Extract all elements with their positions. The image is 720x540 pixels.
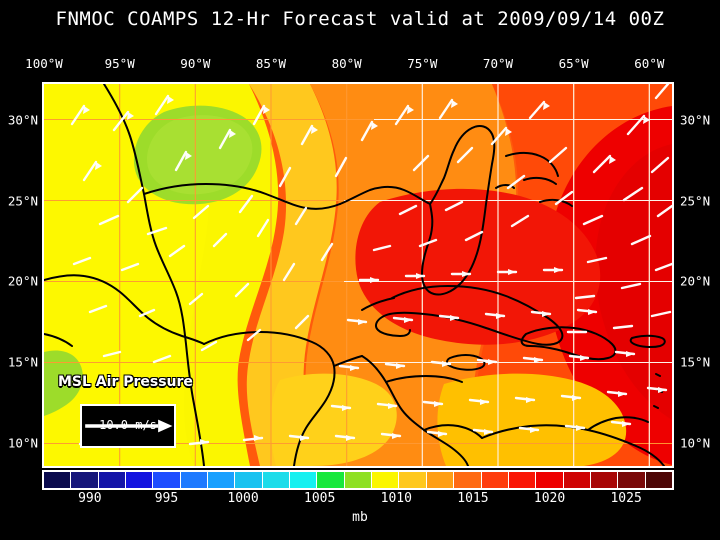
colorbar-swatch: [290, 472, 317, 488]
field-label: MSL Air Pressure: [58, 374, 193, 390]
wind-vector-scale-box: 10.0 m/s: [80, 404, 176, 448]
colorbar-swatch: [208, 472, 235, 488]
lat-tick-label: 25°N: [7, 193, 38, 208]
wind-vector-field: [70, 84, 672, 448]
colorbar-tick-label: 1020: [533, 491, 566, 506]
colorbar-swatch: [590, 472, 618, 488]
lat-tick-label: 25°N: [680, 193, 711, 208]
map-canvas: [44, 84, 672, 466]
colorbar-tick-label: 1010: [380, 491, 412, 506]
colorbar-tick-label: 1015: [457, 491, 489, 506]
pressure-field-map[interactable]: MSL Air Pressure 10.0 m/s: [44, 84, 672, 466]
lon-tick-label: 75°W: [407, 56, 438, 71]
colorbar-swatch: [344, 472, 372, 488]
lat-tick-label: 30°N: [7, 112, 38, 128]
colorbar-ticks: 990 995 1000 1005 1010 1015 1020 1025: [44, 491, 672, 509]
colorbar-tick-label: 1000: [227, 491, 259, 506]
lon-tick-label: 60°W: [634, 56, 665, 71]
map-panel[interactable]: MSL Air Pressure 10.0 m/s: [42, 82, 674, 468]
colorbar-swatch: [372, 472, 399, 488]
colorbar-swatch: [235, 472, 262, 488]
colorbar-swatch: [645, 472, 672, 488]
colorbar-swatch: [71, 472, 98, 488]
lat-tick-label: 30°N: [680, 112, 711, 128]
longitude-axis: 100°W 95°W 90°W 85°W 80°W 75°W 70°W 65°W…: [25, 56, 672, 74]
colorbar-swatch: [536, 472, 563, 488]
page-title: FNMOC COAMPS 12-Hr Forecast valid at 200…: [55, 8, 665, 30]
colorbar-tick-label: 990: [78, 491, 102, 506]
colorbar-swatch: [98, 472, 126, 488]
colorbar-unit-label: mb: [352, 510, 368, 525]
latitude-axis-right: 30°N 25°N 20°N 15°N 10°N: [676, 84, 718, 466]
colorbar-tick-label: 1005: [304, 491, 336, 506]
colorbar-swatch: [426, 472, 454, 488]
colorbar-tick-label: 1025: [610, 491, 642, 506]
coastline-paths: [44, 84, 666, 466]
lat-tick-label: 15°N: [680, 354, 711, 370]
colorbar-swatch: [317, 472, 344, 488]
lat-tick-label: 20°N: [680, 273, 711, 289]
colorbar-swatch: [618, 472, 645, 488]
colorbar-swatch: [44, 472, 71, 488]
colorbar-swatch: [399, 472, 426, 488]
colorbar-swatch: [180, 472, 208, 488]
colorbar-swatch: [153, 472, 180, 488]
colorbar-swatch: [481, 472, 508, 488]
colorbar-tick-label: 995: [154, 491, 179, 506]
colorbar-swatch: [126, 472, 153, 488]
lon-tick-label: 70°W: [482, 56, 514, 71]
lon-tick-label: 85°W: [255, 56, 287, 71]
colorbar-swatch: [508, 472, 536, 488]
lat-tick-label: 15°N: [7, 354, 38, 370]
colorbar-swatch: [262, 472, 290, 488]
lon-tick-label: 95°W: [104, 56, 135, 71]
lon-tick-label: 80°W: [331, 56, 362, 71]
lon-tick-label: 100°W: [25, 56, 63, 71]
lon-tick-label: 65°W: [558, 56, 589, 71]
colorbar[interactable]: [42, 470, 674, 490]
lat-tick-label: 10°N: [680, 435, 711, 451]
lon-tick-label: 90°W: [180, 56, 211, 71]
colorbar-blocks: [44, 472, 672, 488]
lat-tick-label: 10°N: [7, 435, 38, 451]
colorbar-swatch: [563, 472, 590, 488]
lat-tick-label: 20°N: [7, 273, 38, 289]
right-arrow-icon: [85, 419, 173, 433]
colorbar-swatch: [454, 472, 481, 488]
latitude-axis-left: 30°N 25°N 20°N 15°N 10°N: [0, 84, 42, 466]
